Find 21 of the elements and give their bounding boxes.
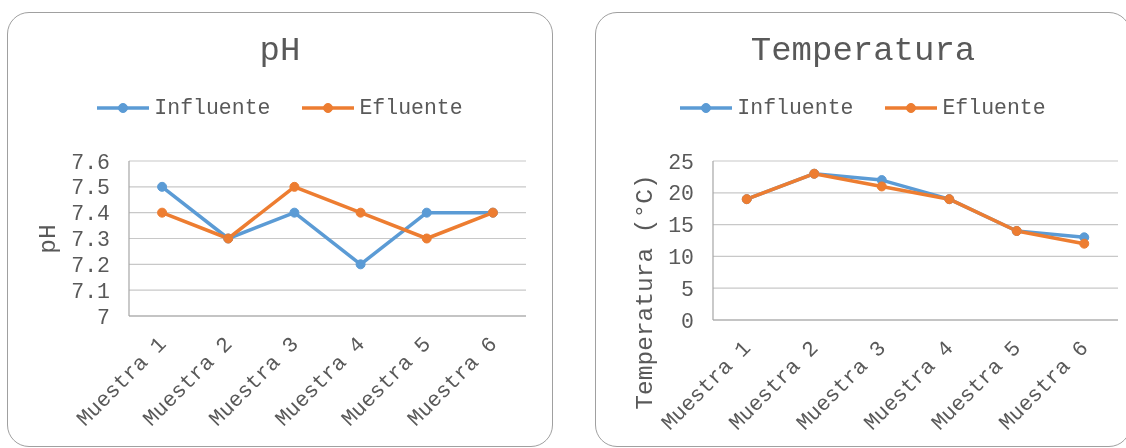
chart-title: pH [259,32,301,70]
y-tick-label: 7 [97,305,110,330]
y-tick-label: 5 [681,277,694,302]
y-tick-label: 7.5 [71,176,110,201]
y-tick-label: 25 [668,150,694,175]
y-tick-label: 7.6 [71,150,110,175]
legend-label: Influente [737,96,854,120]
y-axis-title: pH [34,223,62,254]
y-tick-label: 7.1 [71,279,110,304]
legend-label: Influente [154,96,271,120]
legend-label: Efluente [942,96,1046,120]
y-tick-label: 0 [681,309,694,334]
y-tick-label: 7.2 [71,253,110,278]
y-tick-label: 20 [668,182,694,207]
y-tick-label: 7.4 [71,202,110,227]
y-tick-label: 15 [668,214,694,239]
chart-title: Temperatura [750,32,976,70]
legend-label: Efluente [359,96,463,120]
y-tick-label: 10 [668,246,694,271]
y-axis-title: Temperatura (°C) [631,173,659,410]
y-tick-label: 7.3 [71,228,110,253]
